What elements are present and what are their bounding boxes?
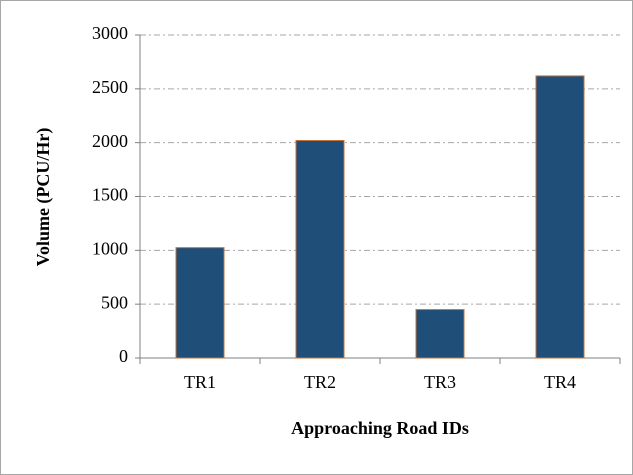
y-tick-label: 1000 — [92, 238, 128, 258]
y-tick-label: 3000 — [92, 23, 128, 43]
x-tick-label: TR4 — [544, 372, 576, 392]
bar — [535, 75, 585, 359]
y-axis-title: Volume (PCU/Hr) — [33, 128, 54, 267]
y-tick-label: 2000 — [92, 131, 128, 151]
x-tick-label: TR2 — [304, 372, 336, 392]
bar — [415, 309, 465, 359]
bar — [295, 140, 345, 359]
y-tick-label: 500 — [101, 292, 128, 312]
x-tick-label: TR3 — [424, 372, 456, 392]
y-tick-label: 1500 — [92, 185, 128, 205]
bar — [175, 247, 225, 359]
y-tick-label: 0 — [119, 346, 128, 366]
y-tick-label: 2500 — [92, 77, 128, 97]
x-axis-title: Approaching Road IDs — [291, 418, 469, 438]
x-tick-label: TR1 — [184, 372, 216, 392]
